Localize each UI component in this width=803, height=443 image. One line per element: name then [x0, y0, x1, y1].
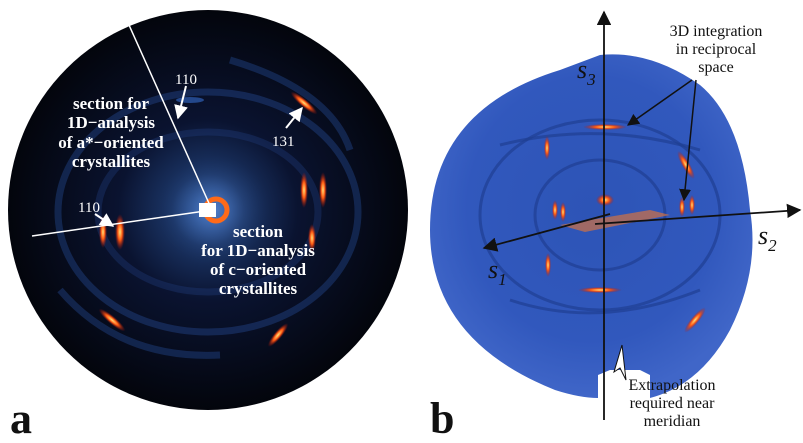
section-c-line2: for 1D−analysis — [201, 241, 315, 260]
reflection — [684, 307, 706, 333]
integration-line3: space — [698, 59, 734, 76]
arrow-110-top — [174, 85, 188, 120]
section-a-line3: of a*−oriented — [58, 133, 164, 152]
axis-label-s3: s3 — [577, 55, 596, 89]
extrapolation-line1: Extrapolation — [628, 377, 715, 394]
extrapolation-line3: meridian — [644, 413, 701, 430]
reflection — [689, 195, 695, 215]
reflection — [98, 308, 126, 332]
section-line-c — [31, 209, 213, 237]
section-a-line4: crystallites — [72, 152, 151, 171]
arrow-110-left — [94, 213, 115, 227]
integration-line2: in reciprocal — [676, 41, 757, 58]
reflection — [300, 172, 308, 208]
reflections-b — [544, 124, 706, 333]
section-c-line3: of c−oriented — [210, 260, 307, 279]
arrow-extrapolation — [613, 344, 627, 381]
arrow-integration-2 — [679, 79, 697, 202]
extrapolation-line2: required near — [630, 395, 716, 412]
reflection — [176, 97, 204, 103]
panel-a: 110 131 110 section for 1D−analysis of a… — [8, 4, 408, 410]
section-a-line2: 1D−analysis — [67, 113, 155, 132]
panel-letter-b: b — [430, 394, 455, 443]
axis-label-s2: s2 — [758, 221, 777, 255]
reflection — [319, 172, 327, 208]
reflection — [596, 194, 614, 206]
reflection — [308, 224, 316, 252]
reflection — [544, 136, 550, 160]
section-a-line1: section for — [73, 94, 149, 113]
panel-b: s3 s1 s2 3D integration in reciprocal sp… — [430, 10, 802, 430]
reflection — [560, 202, 566, 222]
reflection — [115, 214, 125, 250]
arrow-131 — [285, 106, 303, 129]
reflection — [578, 287, 622, 293]
reflection — [545, 253, 551, 277]
reflection — [552, 200, 558, 220]
section-line-a-star — [119, 4, 213, 211]
reflection — [583, 124, 627, 130]
section-c-line4: crystallites — [219, 279, 298, 298]
integration-line1: 3D integration — [670, 23, 763, 40]
reflection — [290, 91, 318, 115]
reflection — [677, 151, 695, 179]
label-131: 131 — [272, 134, 295, 150]
section-c-line1: section — [233, 222, 284, 241]
equatorial-plane-streaks — [560, 210, 670, 232]
axis-label-s1: s1 — [488, 255, 507, 289]
reflection — [679, 197, 685, 217]
arrow-integration-1 — [627, 79, 693, 126]
axis-s2 — [594, 203, 802, 225]
reflection — [267, 323, 289, 347]
axis-s1 — [482, 213, 611, 252]
label-110-left: 110 — [78, 200, 100, 216]
panel-letter-a: a — [10, 394, 32, 443]
scattering-rings — [54, 56, 362, 359]
label-110-top: 110 — [175, 72, 197, 88]
